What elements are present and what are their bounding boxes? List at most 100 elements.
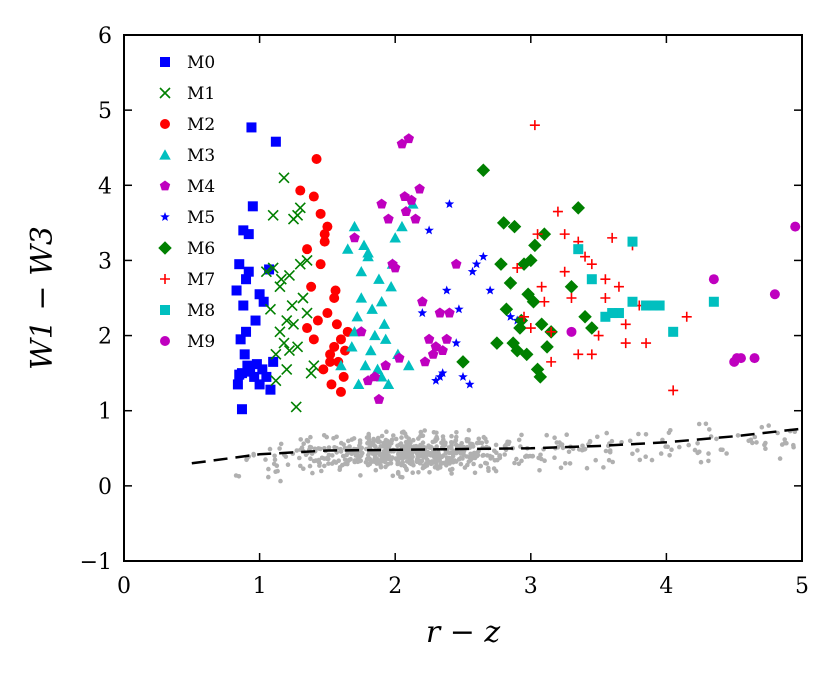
legend-marker-M9 (160, 336, 170, 346)
data-point-M4 (437, 345, 448, 355)
background-point (297, 455, 302, 461)
data-point-M6 (537, 227, 552, 241)
background-point (266, 474, 271, 480)
background-point (493, 468, 499, 474)
background-point (384, 429, 389, 435)
background-point (610, 459, 615, 465)
data-point-M2 (318, 364, 329, 375)
background-point (447, 461, 452, 466)
background-point (635, 448, 640, 453)
x-tick-label: 4 (659, 574, 673, 599)
data-point-M0 (236, 404, 247, 415)
data-point-M0 (242, 360, 253, 371)
plot-frame (123, 34, 803, 562)
background-point (393, 436, 399, 442)
data-point-M1 (264, 303, 277, 315)
data-point-M5 (444, 199, 455, 209)
background-point (308, 434, 313, 440)
background-point (464, 438, 470, 444)
background-point (371, 436, 376, 442)
background-point (432, 465, 438, 470)
data-point-M7 (613, 281, 624, 292)
data-point-M5 (424, 225, 434, 235)
data-point-M1 (278, 172, 290, 184)
data-point-M7 (668, 385, 679, 396)
background-point (308, 456, 313, 462)
background-point (383, 442, 389, 448)
background-point (649, 457, 655, 463)
background-point (579, 447, 585, 453)
legend-marker-M0 (160, 57, 170, 67)
data-point-M5 (485, 285, 495, 295)
background-point (567, 461, 573, 466)
background-point (420, 433, 426, 439)
background-point (272, 453, 277, 459)
data-point-M1 (260, 266, 272, 278)
data-point-M2 (319, 229, 330, 240)
data-point-M1 (301, 254, 313, 266)
background-point (471, 453, 476, 458)
background-point (233, 473, 239, 478)
data-point-M6 (496, 216, 511, 230)
data-point-M0 (250, 315, 261, 326)
background-point (552, 435, 557, 441)
data-point-M0 (241, 274, 252, 285)
data-point-M7 (525, 323, 536, 334)
background-point (523, 454, 528, 460)
background-point (274, 463, 280, 469)
data-point-M5 (417, 308, 428, 318)
background-point (427, 470, 432, 475)
data-point-M0 (258, 296, 269, 307)
background-point (319, 455, 325, 461)
background-point (566, 449, 572, 455)
background-point (373, 467, 379, 473)
data-point-M4 (356, 326, 367, 337)
series-M9 (566, 221, 801, 367)
background-point (466, 427, 472, 433)
data-point-M0 (245, 366, 256, 377)
data-point-M5 (471, 259, 482, 269)
background-point (310, 470, 315, 476)
data-point-M3 (396, 220, 408, 232)
background-point (707, 427, 712, 432)
background-point (416, 470, 421, 475)
background-point (434, 434, 439, 440)
data-point-M5 (458, 371, 468, 381)
background-point (267, 446, 273, 452)
background-point (485, 453, 490, 458)
y-tick-label: 6 (98, 24, 112, 49)
data-point-M0 (243, 229, 254, 240)
legend-marker-M6 (158, 241, 172, 255)
data-point-M3 (358, 239, 370, 250)
data-point-M3 (403, 359, 415, 371)
data-point-M1 (275, 273, 287, 285)
data-point-M5 (451, 338, 461, 348)
data-point-M4 (414, 183, 425, 194)
data-point-M4 (403, 133, 414, 144)
data-point-M0 (238, 300, 249, 311)
background-point (660, 437, 665, 443)
background-point (479, 440, 485, 446)
data-point-M7 (586, 349, 597, 360)
background-point (372, 457, 377, 462)
data-point-M6 (503, 276, 518, 290)
background-point (603, 448, 609, 454)
data-point-M1 (267, 209, 279, 221)
data-point-M9 (566, 326, 577, 337)
background-point (400, 475, 405, 480)
data-point-M4 (427, 348, 439, 359)
background-point (357, 454, 363, 459)
data-point-M9 (749, 353, 760, 364)
background-point (519, 432, 524, 438)
background-point (542, 458, 547, 464)
series-M4 (349, 133, 462, 404)
background-point (379, 433, 385, 439)
data-point-M2 (329, 341, 340, 352)
background-point (366, 431, 372, 437)
data-point-M0 (235, 334, 246, 345)
x-tick-label: 0 (117, 574, 131, 599)
background-point (358, 473, 363, 478)
background-point (437, 453, 442, 458)
data-point-M6 (533, 370, 548, 384)
data-point-M8 (627, 236, 638, 247)
